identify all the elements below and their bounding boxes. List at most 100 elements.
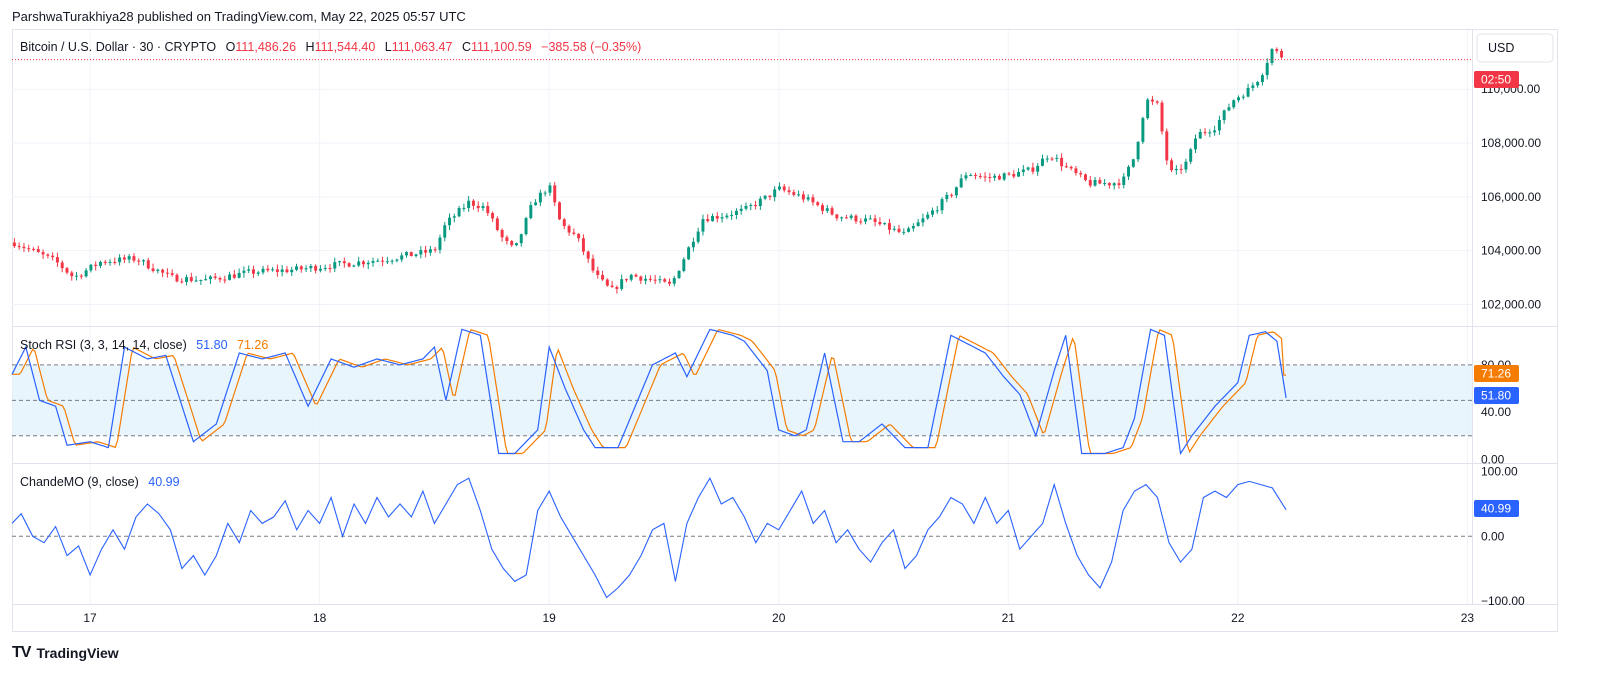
candle-body[interactable] [1017,172,1021,177]
candle-body[interactable] [424,250,428,253]
candle-body[interactable] [75,275,79,277]
candle-body[interactable] [687,247,691,260]
candle-body[interactable] [505,237,509,242]
candle-body[interactable] [271,269,275,271]
candle-body[interactable] [596,270,600,276]
candle-body[interactable] [730,214,734,216]
candle-body[interactable] [256,272,260,274]
candle-body[interactable] [792,192,796,195]
candle-body[interactable] [605,279,609,286]
candle-body[interactable] [577,233,581,239]
candle-body[interactable] [457,208,461,217]
candle-body[interactable] [1246,87,1250,97]
candle-body[interactable] [978,176,982,178]
candle-body[interactable] [524,218,528,235]
candle-body[interactable] [959,178,963,188]
candle-body[interactable] [1036,165,1040,172]
candle-body[interactable] [161,269,165,273]
candle-body[interactable] [486,206,490,214]
candle-body[interactable] [797,194,801,196]
candle-body[interactable] [519,234,523,244]
candle-body[interactable] [883,223,887,225]
candle-body[interactable] [328,267,332,269]
candle-body[interactable] [773,189,777,198]
candle-body[interactable] [1170,160,1174,171]
candle-body[interactable] [1055,157,1059,159]
candle-body[interactable] [476,205,480,209]
candle-body[interactable] [835,214,839,219]
candle-body[interactable] [940,199,944,211]
candle-body[interactable] [562,219,566,227]
candle-body[interactable] [371,261,375,263]
candle-body[interactable] [1174,168,1178,171]
candle-body[interactable] [777,186,781,190]
candle-body[interactable] [715,215,719,219]
candle-body[interactable] [232,274,236,278]
candle-body[interactable] [1193,138,1197,150]
candle-body[interactable] [414,254,418,257]
candle-body[interactable] [395,259,399,261]
candle-body[interactable] [12,242,16,247]
candle-body[interactable] [1093,179,1097,186]
candle-body[interactable] [448,217,452,226]
candle-body[interactable] [1198,131,1202,139]
candle-body[interactable] [1165,131,1169,161]
candle-body[interactable] [725,215,729,218]
candle-body[interactable] [65,268,69,273]
candle-body[interactable] [1069,166,1073,169]
candle-body[interactable] [1045,158,1049,160]
candle-body[interactable] [1084,174,1087,181]
candle-body[interactable] [342,261,346,264]
candle-body[interactable] [696,231,700,242]
candle-body[interactable] [228,274,232,280]
candle-body[interactable] [1007,173,1011,175]
candle-body[interactable] [859,221,863,223]
candle-body[interactable] [931,210,934,215]
candle-body[interactable] [433,249,437,251]
candle-body[interactable] [438,237,442,250]
candle-body[interactable] [950,194,954,196]
candle-body[interactable] [567,226,571,233]
candle-body[interactable] [658,279,662,281]
candle-body[interactable] [682,259,686,271]
tradingview-footer[interactable]: TV TradingView [12,644,119,662]
candle-body[interactable] [122,257,126,260]
candle-body[interactable] [586,251,590,259]
candle-body[interactable] [118,257,122,263]
candle-body[interactable] [180,281,184,283]
candle-body[interactable] [237,272,241,278]
candle-body[interactable] [739,208,743,211]
chart-container[interactable] [12,29,1558,632]
candle-body[interactable] [988,177,992,179]
candle-body[interactable] [36,249,40,253]
candle-body[interactable] [911,225,915,229]
candle-body[interactable] [1074,168,1078,174]
candle-body[interactable] [1184,161,1188,170]
candle-body[interactable] [495,218,499,230]
candle-body[interactable] [1203,131,1207,133]
candle-body[interactable] [165,272,169,274]
candle-body[interactable] [1146,99,1150,119]
candle-body[interactable] [204,279,208,281]
candle-body[interactable] [997,175,1001,180]
candle-body[interactable] [1270,49,1274,63]
candle-body[interactable] [304,268,308,270]
candle-body[interactable] [1050,158,1054,160]
candle-body[interactable] [79,275,83,277]
candle-body[interactable] [1213,130,1217,133]
candle-body[interactable] [840,217,844,219]
candle-body[interactable] [1251,85,1255,88]
candle-body[interactable] [902,231,906,233]
candle-body[interactable] [1160,102,1164,132]
candle-body[interactable] [734,210,738,215]
candle-body[interactable] [668,281,671,284]
candle-body[interactable] [60,262,64,269]
price-pane[interactable] [12,47,1472,294]
candle-body[interactable] [405,252,408,256]
candle-body[interactable] [17,246,21,248]
candle-body[interactable] [361,261,365,265]
candle-body[interactable] [907,228,911,232]
candle-body[interactable] [964,175,968,179]
candle-body[interactable] [314,266,318,271]
